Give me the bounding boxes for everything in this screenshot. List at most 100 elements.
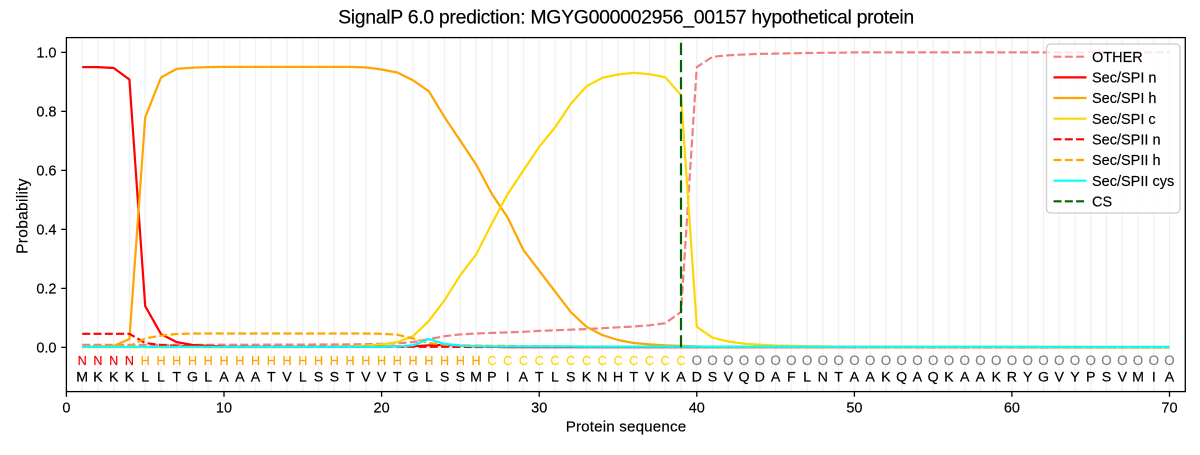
svg-text:10: 10	[216, 401, 232, 417]
svg-text:O: O	[896, 353, 906, 368]
svg-text:I: I	[506, 369, 510, 385]
svg-text:H: H	[377, 354, 386, 368]
svg-text:H: H	[204, 354, 213, 368]
svg-text:L: L	[425, 369, 433, 385]
svg-text:O: O	[1038, 353, 1048, 368]
svg-text:T: T	[172, 369, 181, 385]
svg-text:M: M	[470, 369, 482, 385]
svg-text:V: V	[1054, 369, 1064, 385]
svg-text:N: N	[125, 354, 134, 368]
svg-text:A: A	[865, 369, 875, 385]
svg-text:H: H	[361, 354, 370, 368]
svg-text:H: H	[298, 354, 307, 368]
svg-text:A: A	[976, 369, 986, 385]
svg-text:O: O	[786, 353, 796, 368]
svg-text:Sec/SPI n: Sec/SPI n	[1092, 71, 1156, 87]
svg-text:O: O	[1007, 353, 1017, 368]
svg-text:T: T	[393, 369, 402, 385]
svg-text:SignalP 6.0 prediction: MGYG00: SignalP 6.0 prediction: MGYG000002956_00…	[338, 7, 914, 29]
svg-text:G: G	[408, 369, 419, 385]
svg-text:S: S	[456, 369, 465, 385]
svg-text:O: O	[849, 353, 859, 368]
svg-text:C: C	[645, 354, 654, 368]
svg-text:T: T	[535, 369, 544, 385]
svg-text:C: C	[503, 354, 512, 368]
svg-text:O: O	[739, 353, 749, 368]
svg-text:CS: CS	[1092, 194, 1112, 210]
svg-text:O: O	[1133, 353, 1143, 368]
svg-text:T: T	[834, 369, 843, 385]
svg-text:H: H	[251, 354, 260, 368]
svg-text:K: K	[93, 369, 103, 385]
svg-text:Q: Q	[738, 369, 749, 385]
svg-text:C: C	[629, 354, 638, 368]
svg-text:Sec/SPI h: Sec/SPI h	[1092, 91, 1156, 107]
svg-text:H: H	[424, 354, 433, 368]
svg-text:Protein sequence: Protein sequence	[566, 419, 687, 436]
svg-text:H: H	[188, 354, 197, 368]
svg-text:H: H	[235, 354, 244, 368]
svg-text:Q: Q	[928, 369, 939, 385]
svg-text:Y: Y	[1023, 369, 1033, 385]
svg-text:C: C	[598, 354, 607, 368]
svg-text:S: S	[566, 369, 575, 385]
svg-text:O: O	[1117, 353, 1127, 368]
svg-text:S: S	[1102, 369, 1111, 385]
svg-text:N: N	[818, 369, 828, 385]
svg-text:A: A	[960, 369, 970, 385]
svg-text:H: H	[141, 354, 150, 368]
svg-text:0: 0	[62, 401, 70, 417]
svg-text:V: V	[724, 369, 734, 385]
svg-text:O: O	[1054, 353, 1064, 368]
svg-text:H: H	[330, 354, 339, 368]
svg-text:A: A	[676, 369, 686, 385]
svg-text:S: S	[330, 369, 339, 385]
svg-text:K: K	[881, 369, 891, 385]
svg-text:0.6: 0.6	[36, 164, 56, 180]
svg-text:70: 70	[1161, 401, 1177, 417]
svg-text:K: K	[582, 369, 592, 385]
svg-text:H: H	[219, 354, 228, 368]
svg-text:L: L	[803, 369, 811, 385]
svg-text:T: T	[346, 369, 355, 385]
svg-text:P: P	[1086, 369, 1095, 385]
svg-text:L: L	[299, 369, 307, 385]
svg-text:S: S	[440, 369, 449, 385]
svg-text:O: O	[1149, 353, 1159, 368]
svg-text:H: H	[346, 354, 355, 368]
svg-text:V: V	[645, 369, 655, 385]
svg-text:60: 60	[1004, 401, 1020, 417]
svg-text:K: K	[944, 369, 954, 385]
svg-text:40: 40	[689, 401, 705, 417]
svg-text:K: K	[125, 369, 135, 385]
svg-text:N: N	[597, 369, 607, 385]
svg-text:A: A	[235, 369, 245, 385]
svg-text:1.0: 1.0	[36, 46, 56, 62]
svg-text:0.2: 0.2	[36, 282, 56, 298]
svg-text:V: V	[361, 369, 371, 385]
svg-text:O: O	[881, 353, 891, 368]
svg-text:O: O	[692, 353, 702, 368]
svg-text:G: G	[1038, 369, 1049, 385]
svg-text:A: A	[219, 369, 229, 385]
svg-text:A: A	[771, 369, 781, 385]
svg-text:O: O	[928, 353, 938, 368]
svg-text:C: C	[661, 354, 670, 368]
svg-text:L: L	[141, 369, 149, 385]
svg-text:O: O	[1101, 353, 1111, 368]
svg-text:O: O	[723, 353, 733, 368]
svg-text:M: M	[76, 369, 88, 385]
svg-text:T: T	[267, 369, 276, 385]
svg-text:H: H	[472, 354, 481, 368]
svg-text:N: N	[78, 354, 87, 368]
svg-text:M: M	[1132, 369, 1144, 385]
svg-text:Sec/SPII cys: Sec/SPII cys	[1092, 174, 1174, 190]
svg-text:K: K	[109, 369, 119, 385]
svg-text:H: H	[393, 354, 402, 368]
svg-text:O: O	[1070, 353, 1080, 368]
svg-text:H: H	[456, 354, 465, 368]
svg-text:S: S	[314, 369, 323, 385]
svg-text:A: A	[251, 369, 261, 385]
svg-text:P: P	[487, 369, 496, 385]
svg-text:C: C	[535, 354, 544, 368]
